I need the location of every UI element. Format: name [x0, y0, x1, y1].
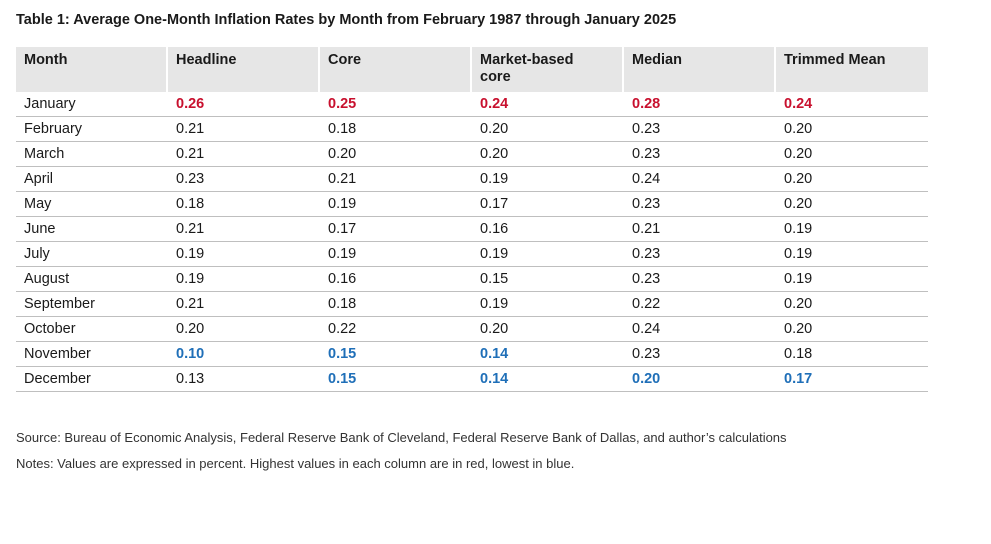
column-header-headline: Headline [168, 47, 320, 92]
table-row: August 0.19 0.16 0.15 0.23 0.19 [16, 267, 928, 292]
value-cell: 0.18 [776, 342, 928, 367]
value-cell: 0.21 [168, 142, 320, 167]
value-cell: 0.19 [320, 242, 472, 267]
value-cell: 0.24 [776, 92, 928, 117]
value-cell: 0.26 [168, 92, 320, 117]
value-cell: 0.20 [472, 117, 624, 142]
table-row: June 0.21 0.17 0.16 0.21 0.19 [16, 217, 928, 242]
value-cell: 0.24 [624, 167, 776, 192]
value-cell: 0.17 [472, 192, 624, 217]
value-cell: 0.20 [624, 367, 776, 392]
value-cell: 0.19 [776, 267, 928, 292]
month-cell: August [16, 267, 168, 292]
value-cell: 0.15 [472, 267, 624, 292]
month-cell: July [16, 242, 168, 267]
value-cell: 0.19 [472, 242, 624, 267]
value-cell: 0.23 [624, 242, 776, 267]
month-cell: November [16, 342, 168, 367]
value-cell: 0.23 [168, 167, 320, 192]
value-cell: 0.18 [168, 192, 320, 217]
header-row: Month Headline Core Market-based core Me… [16, 47, 928, 92]
value-cell: 0.22 [320, 317, 472, 342]
value-cell: 0.20 [776, 117, 928, 142]
value-cell: 0.23 [624, 267, 776, 292]
value-cell: 0.23 [624, 192, 776, 217]
value-cell: 0.14 [472, 342, 624, 367]
month-cell: May [16, 192, 168, 217]
value-cell: 0.20 [776, 317, 928, 342]
value-cell: 0.14 [472, 367, 624, 392]
value-cell: 0.20 [472, 317, 624, 342]
month-cell: September [16, 292, 168, 317]
value-cell: 0.21 [320, 167, 472, 192]
value-cell: 0.23 [624, 117, 776, 142]
value-cell: 0.17 [776, 367, 928, 392]
value-cell: 0.20 [776, 167, 928, 192]
month-cell: June [16, 217, 168, 242]
value-cell: 0.25 [320, 92, 472, 117]
value-cell: 0.21 [168, 217, 320, 242]
value-cell: 0.24 [624, 317, 776, 342]
value-cell: 0.20 [320, 142, 472, 167]
value-cell: 0.19 [472, 292, 624, 317]
month-cell: April [16, 167, 168, 192]
table-row: January 0.26 0.25 0.24 0.28 0.24 [16, 92, 928, 117]
value-cell: 0.23 [624, 342, 776, 367]
table-row: July 0.19 0.19 0.19 0.23 0.19 [16, 242, 928, 267]
month-cell: February [16, 117, 168, 142]
table-row: December 0.13 0.15 0.14 0.20 0.17 [16, 367, 928, 392]
value-cell: 0.20 [472, 142, 624, 167]
month-cell: October [16, 317, 168, 342]
value-cell: 0.20 [168, 317, 320, 342]
value-cell: 0.19 [776, 242, 928, 267]
value-cell: 0.18 [320, 117, 472, 142]
value-cell: 0.19 [776, 217, 928, 242]
month-cell: January [16, 92, 168, 117]
value-cell: 0.15 [320, 367, 472, 392]
value-cell: 0.19 [472, 167, 624, 192]
value-cell: 0.16 [472, 217, 624, 242]
inflation-table: Month Headline Core Market-based core Me… [16, 47, 928, 392]
value-cell: 0.28 [624, 92, 776, 117]
table-row: October 0.20 0.22 0.20 0.24 0.20 [16, 317, 928, 342]
month-cell: December [16, 367, 168, 392]
value-cell: 0.20 [776, 142, 928, 167]
value-cell: 0.20 [776, 292, 928, 317]
value-cell: 0.22 [624, 292, 776, 317]
table-row: May 0.18 0.19 0.17 0.23 0.20 [16, 192, 928, 217]
table-row: April 0.23 0.21 0.19 0.24 0.20 [16, 167, 928, 192]
value-cell: 0.16 [320, 267, 472, 292]
column-header-trimmed-mean: Trimmed Mean [776, 47, 928, 92]
value-cell: 0.19 [168, 267, 320, 292]
table-row: November 0.10 0.15 0.14 0.23 0.18 [16, 342, 928, 367]
column-header-month: Month [16, 47, 168, 92]
value-cell: 0.10 [168, 342, 320, 367]
notes: Notes: Values are expressed in percent. … [16, 456, 575, 471]
table-row: March 0.21 0.20 0.20 0.23 0.20 [16, 142, 928, 167]
table-row: February 0.21 0.18 0.20 0.23 0.20 [16, 117, 928, 142]
table-row: September 0.21 0.18 0.19 0.22 0.20 [16, 292, 928, 317]
value-cell: 0.23 [624, 142, 776, 167]
value-cell: 0.21 [168, 117, 320, 142]
value-cell: 0.24 [472, 92, 624, 117]
column-header-core: Core [320, 47, 472, 92]
value-cell: 0.21 [624, 217, 776, 242]
value-cell: 0.18 [320, 292, 472, 317]
month-cell: March [16, 142, 168, 167]
value-cell: 0.19 [320, 192, 472, 217]
table-title: Table 1: Average One-Month Inflation Rat… [16, 12, 677, 28]
value-cell: 0.20 [776, 192, 928, 217]
value-cell: 0.17 [320, 217, 472, 242]
value-cell: 0.13 [168, 367, 320, 392]
column-header-market-based-core: Market-based core [472, 47, 624, 92]
column-header-median: Median [624, 47, 776, 92]
value-cell: 0.15 [320, 342, 472, 367]
value-cell: 0.21 [168, 292, 320, 317]
value-cell: 0.19 [168, 242, 320, 267]
source-note: Source: Bureau of Economic Analysis, Fed… [16, 430, 787, 445]
